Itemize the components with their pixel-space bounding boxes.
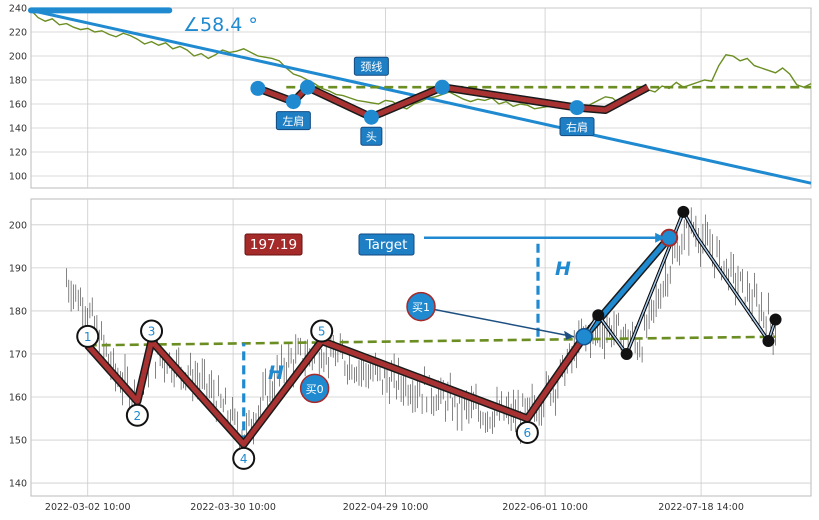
bottom-ytick-label: 160: [9, 393, 27, 404]
pattern-label: 颈线: [360, 60, 382, 74]
top-ytick-label: 200: [9, 52, 27, 63]
point-marker-1: [76, 324, 100, 348]
candles: [66, 207, 776, 453]
top-ytick-label: 160: [9, 100, 27, 111]
point-marker-2: [125, 403, 149, 427]
continuation-dot: [762, 335, 775, 348]
pattern-label: 头: [366, 131, 377, 144]
pattern-label: 左肩: [282, 114, 304, 128]
bottom-ytick-label: 150: [9, 436, 27, 447]
continuation-dot: [677, 205, 690, 218]
point-label-6: 6: [524, 426, 532, 440]
target-label: Target: [365, 237, 408, 253]
target-box: [358, 233, 415, 256]
pattern-node: [569, 100, 585, 116]
x-tick-label: 2022-04-29 10:00: [343, 502, 429, 513]
pattern-node: [285, 94, 301, 110]
pattern-node: [363, 109, 379, 125]
point-label-2: 2: [134, 409, 142, 423]
pattern-label-box: [360, 126, 383, 146]
point-marker-6: [515, 421, 539, 445]
point-marker-3: [140, 319, 164, 343]
point-marker-4: [232, 446, 256, 470]
buy1-arrow-line: [434, 308, 575, 338]
x-tick-label: 2022-03-02 10:00: [45, 502, 131, 513]
bottom-ytick-label: 200: [9, 220, 27, 231]
pattern-label-box: [559, 117, 595, 137]
buy1-marker: [406, 291, 436, 322]
point-marker-5: [310, 319, 334, 343]
point-label-3: 3: [148, 325, 156, 339]
continuation-dot: [620, 347, 633, 360]
buy0-marker: [299, 373, 330, 404]
buy1-arrowhead: [564, 330, 575, 340]
pattern-label-box: [275, 111, 311, 131]
bottom-ytick-label: 180: [9, 306, 27, 317]
neckline-bottom: [87, 335, 776, 347]
buy0-label: 买0: [306, 383, 324, 396]
height-label-right: H: [555, 258, 571, 280]
pattern-line-bottom: [85, 335, 587, 447]
height-label-left: H: [268, 362, 284, 384]
bottom-ytick-label: 170: [9, 349, 27, 360]
price-box-label: 197.19: [250, 237, 297, 253]
top-ytick-label: 180: [9, 76, 27, 87]
top-ytick-label: 240: [9, 4, 27, 15]
pattern-label: 右肩: [566, 120, 588, 134]
breakout-node: [575, 327, 593, 346]
top-ytick-label: 100: [9, 172, 27, 183]
angle-label: ∠58.4 °: [183, 14, 258, 36]
continuation-dot: [769, 313, 782, 326]
top-ytick-label: 220: [9, 28, 27, 39]
x-tick-label: 2022-07-18 14:00: [658, 502, 744, 513]
buy1-label: 买1: [412, 301, 430, 314]
top-ytick-label: 140: [9, 124, 27, 135]
pattern-label-box: [353, 56, 389, 76]
pattern-node: [250, 80, 266, 96]
point-label-1: 1: [84, 330, 92, 344]
point-label-5: 5: [318, 325, 326, 339]
continuation-dot: [592, 309, 605, 322]
price-box: [244, 233, 303, 256]
bottom-ytick-label: 190: [9, 263, 27, 274]
x-tick-label: 2022-06-01 10:00: [502, 502, 588, 513]
pattern-node: [434, 79, 450, 95]
x-tick-label: 2022-03-30 10:00: [190, 502, 276, 513]
bottom-ytick-label: 140: [9, 479, 27, 490]
point-label-4: 4: [240, 452, 248, 466]
pattern-node: [300, 79, 316, 95]
target-arrowhead: [655, 232, 666, 243]
price-line: [30, 9, 812, 110]
top-ytick-label: 120: [9, 148, 27, 159]
